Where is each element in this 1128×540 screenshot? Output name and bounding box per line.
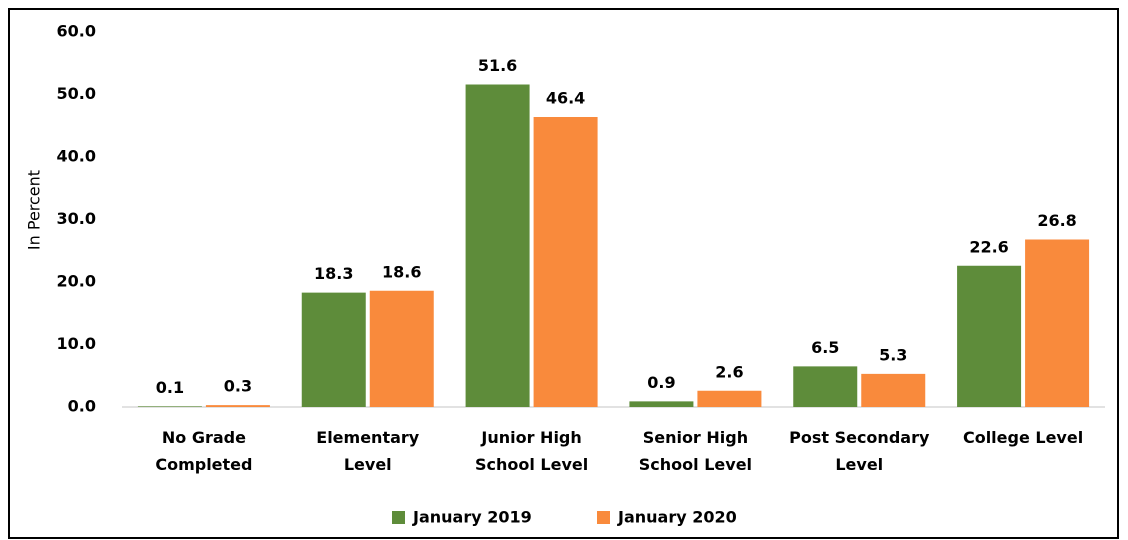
- bar: [301, 292, 366, 407]
- y-axis-title: In Percent: [25, 170, 44, 250]
- y-tick-label: 0.0: [68, 397, 96, 416]
- bar: [629, 401, 694, 407]
- bar: [697, 390, 762, 407]
- data-label: 2.6: [715, 362, 743, 381]
- bar: [793, 366, 858, 407]
- x-tick-label: Senior High School Level: [638, 428, 753, 474]
- y-tick-label: 60.0: [57, 22, 96, 41]
- data-label: 0.3: [224, 377, 252, 396]
- y-tick-label: 20.0: [57, 272, 96, 291]
- data-label: 18.6: [382, 262, 421, 281]
- data-label: 5.3: [879, 345, 907, 364]
- y-tick-label: 40.0: [57, 147, 96, 166]
- legend-swatch: [392, 511, 405, 524]
- bar: [369, 290, 434, 407]
- data-label: 6.5: [811, 338, 839, 357]
- bar: [137, 406, 202, 407]
- y-tick-label: 10.0: [57, 334, 96, 353]
- legend-label: January 2020: [617, 508, 737, 527]
- chart-border: [8, 8, 1119, 539]
- legend-swatch: [597, 511, 610, 524]
- bar: [465, 84, 530, 407]
- bar: [533, 117, 598, 407]
- y-tick-label: 30.0: [57, 209, 96, 228]
- x-tick-label: Elementary Level: [316, 428, 420, 474]
- legend-label: January 2019: [412, 508, 532, 527]
- data-label: 22.6: [969, 237, 1008, 256]
- data-label: 51.6: [478, 56, 517, 75]
- data-label: 0.9: [647, 373, 675, 392]
- x-tick-label: Junior High School Level: [474, 428, 589, 474]
- x-tick-label: College Level: [962, 428, 1084, 447]
- y-tick-label: 50.0: [57, 84, 96, 103]
- data-label: 46.4: [546, 89, 585, 108]
- data-label: 26.8: [1037, 211, 1076, 230]
- data-label: 0.1: [156, 378, 184, 397]
- bar: [205, 405, 270, 407]
- bar: [957, 265, 1022, 407]
- x-tick-label: Post Secondary Level: [789, 428, 930, 474]
- bar: [1025, 239, 1090, 407]
- data-label: 18.3: [314, 264, 353, 283]
- x-tick-label: No Grade Completed: [155, 428, 253, 474]
- bar: [861, 373, 926, 407]
